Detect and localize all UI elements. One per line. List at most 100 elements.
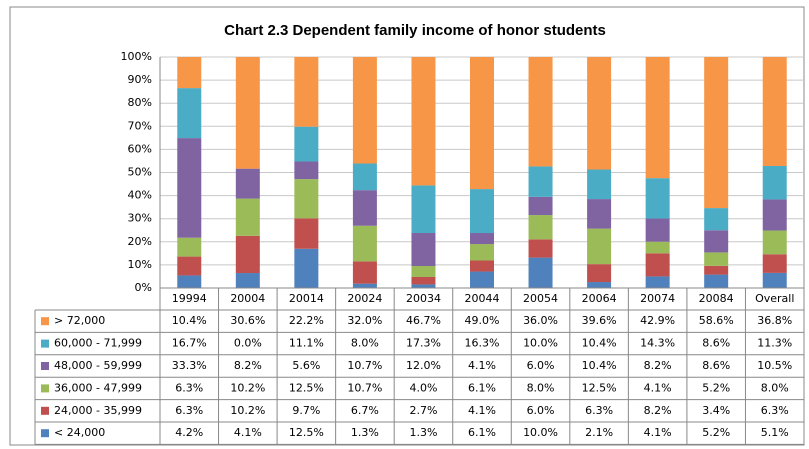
- x-tick-label: 20044: [465, 292, 500, 305]
- x-tick-label: 20064: [582, 292, 617, 305]
- bar-segment: [352, 163, 377, 191]
- table-cell: 4.0%: [409, 381, 437, 394]
- bar-segment: [411, 185, 436, 233]
- bar-segment: [294, 126, 319, 162]
- bar-segment: [411, 57, 436, 186]
- table-cell: 6.3%: [175, 404, 203, 417]
- table-cell: 10.5%: [757, 359, 792, 372]
- y-tick-label: 0%: [135, 281, 152, 294]
- bar-segment: [177, 237, 202, 257]
- bar-segment: [352, 283, 377, 288]
- bar-segment: [587, 169, 612, 200]
- bar-segment: [587, 264, 612, 283]
- legend-label: 36,000 - 47,999: [54, 381, 142, 394]
- table-cell: 10.7%: [347, 381, 382, 394]
- table-cell: 17.3%: [406, 337, 441, 350]
- bar-segment: [177, 275, 202, 288]
- table-cell: 1.3%: [351, 426, 379, 439]
- table-cell: 30.6%: [230, 314, 265, 327]
- table-cell: 8.0%: [527, 381, 555, 394]
- x-tick-label: 20004: [230, 292, 265, 305]
- bar-segment: [762, 272, 787, 288]
- table-cell: 4.1%: [644, 426, 672, 439]
- bar-segment: [235, 273, 260, 288]
- bar-segment: [704, 208, 729, 231]
- table-cell: 49.0%: [465, 314, 500, 327]
- table-cell: 16.3%: [465, 337, 500, 350]
- bar-segment: [587, 228, 612, 265]
- table-cell: 5.2%: [702, 426, 730, 439]
- bar-segment: [352, 190, 377, 226]
- table-cell: 10.4%: [582, 337, 617, 350]
- legend-swatch: [41, 317, 49, 326]
- table-cell: 58.6%: [699, 314, 734, 327]
- bar-segment: [294, 248, 319, 288]
- y-tick-label: 40%: [128, 189, 152, 202]
- table-cell: 33.3%: [172, 359, 207, 372]
- table-cell: 36.0%: [523, 314, 558, 327]
- table-cell: 0.0%: [234, 337, 262, 350]
- bar-segment: [177, 256, 202, 276]
- table-cell: 12.5%: [582, 381, 617, 394]
- bar-segment: [645, 178, 670, 219]
- table-cell: 9.7%: [292, 404, 320, 417]
- legend-label: 24,000 - 35,999: [54, 404, 142, 417]
- table-cell: 6.3%: [761, 404, 789, 417]
- table-cell: 4.2%: [175, 426, 203, 439]
- bar-segment: [411, 266, 436, 277]
- bar-segment: [762, 57, 787, 166]
- bar-segment: [645, 253, 670, 277]
- bar-segment: [587, 57, 612, 170]
- bar-segment: [645, 57, 670, 179]
- table-cell: 10.0%: [523, 426, 558, 439]
- y-tick-label: 10%: [128, 258, 152, 271]
- table-cell: 16.7%: [172, 337, 207, 350]
- bar-segment: [470, 233, 494, 245]
- table-cell: 12.0%: [406, 359, 441, 372]
- legend-swatch: [41, 339, 49, 348]
- bar-segment: [528, 196, 553, 216]
- bar-segment: [235, 168, 260, 199]
- table-cell: 10.4%: [582, 359, 617, 372]
- table-cell: 39.6%: [582, 314, 617, 327]
- table-cell: 6.3%: [175, 381, 203, 394]
- bar-segment: [587, 199, 612, 229]
- table-cell: 8.2%: [644, 404, 672, 417]
- bar-segment: [294, 161, 319, 180]
- bar-segment: [177, 138, 202, 238]
- table-cell: 1.3%: [409, 426, 437, 439]
- table-cell: 11.3%: [757, 337, 792, 350]
- bar-segment: [294, 218, 319, 249]
- bar-segment: [587, 282, 612, 288]
- bar-segment: [704, 57, 729, 209]
- table-cell: 12.5%: [289, 426, 324, 439]
- bar-segment: [411, 284, 436, 288]
- bar-segment: [352, 261, 377, 284]
- x-tick-label: 20034: [406, 292, 441, 305]
- table-cell: 10.4%: [172, 314, 207, 327]
- bar-segment: [235, 198, 260, 236]
- bar-segment: [645, 241, 670, 254]
- bar-segment: [235, 235, 260, 274]
- bar-segment: [177, 88, 202, 139]
- legend-swatch: [41, 406, 49, 415]
- table-cell: 12.5%: [289, 381, 324, 394]
- table-cell: 8.2%: [644, 359, 672, 372]
- table-cell: 5.1%: [761, 426, 789, 439]
- legend-swatch: [41, 384, 49, 393]
- y-tick-label: 30%: [128, 212, 152, 225]
- table-cell: 4.1%: [644, 381, 672, 394]
- chart-title: Chart 2.3 Dependent family income of hon…: [224, 22, 606, 39]
- table-cell: 8.6%: [702, 337, 730, 350]
- table-cell: 4.1%: [234, 426, 262, 439]
- bar-segment: [704, 252, 729, 266]
- y-tick-label: 80%: [128, 96, 152, 109]
- table-cell: 8.0%: [351, 337, 379, 350]
- bar-segment: [470, 271, 494, 288]
- legend-label: > 72,000: [54, 314, 105, 327]
- bar-segment: [352, 57, 377, 164]
- legend-label: 60,000 - 71,999: [54, 337, 142, 350]
- y-tick-label: 50%: [128, 166, 152, 179]
- x-tick-label: 20014: [289, 292, 324, 305]
